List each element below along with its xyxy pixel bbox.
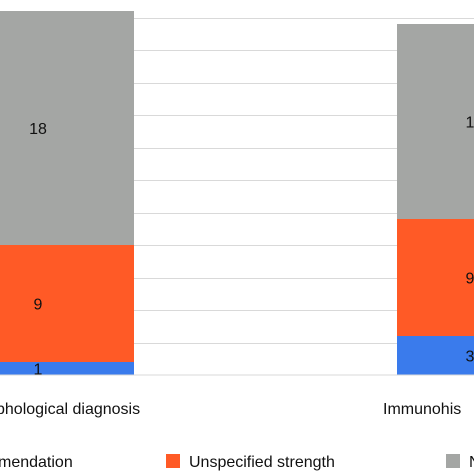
- value-label: 18: [29, 121, 47, 138]
- bar-segment: [0, 245, 134, 362]
- value-label: 1: [34, 362, 43, 379]
- bar-segment: [397, 336, 474, 375]
- value-label: 9: [34, 297, 43, 314]
- legend-swatch: [446, 454, 460, 468]
- value-labels: 1 9 18 3 9 1: [29, 115, 474, 379]
- bar-segment: [397, 219, 474, 336]
- bar-segment: [0, 362, 134, 375]
- legend-swatch: [166, 454, 180, 468]
- legend: mendation Unspecified strength N: [0, 454, 474, 471]
- bar-segment: [0, 11, 134, 245]
- value-label: 3: [466, 349, 474, 366]
- category-label: phological diagnosis: [0, 401, 140, 418]
- bars: [0, 11, 474, 375]
- legend-label: mendation: [0, 454, 73, 471]
- value-label: 1: [466, 115, 474, 132]
- category-labels: phological diagnosis Immunohis: [0, 401, 461, 418]
- bar-segment: [397, 24, 474, 219]
- legend-label: N: [469, 454, 474, 471]
- value-label: 9: [466, 271, 474, 288]
- category-label: Immunohis: [383, 401, 461, 418]
- legend-label: Unspecified strength: [189, 454, 335, 471]
